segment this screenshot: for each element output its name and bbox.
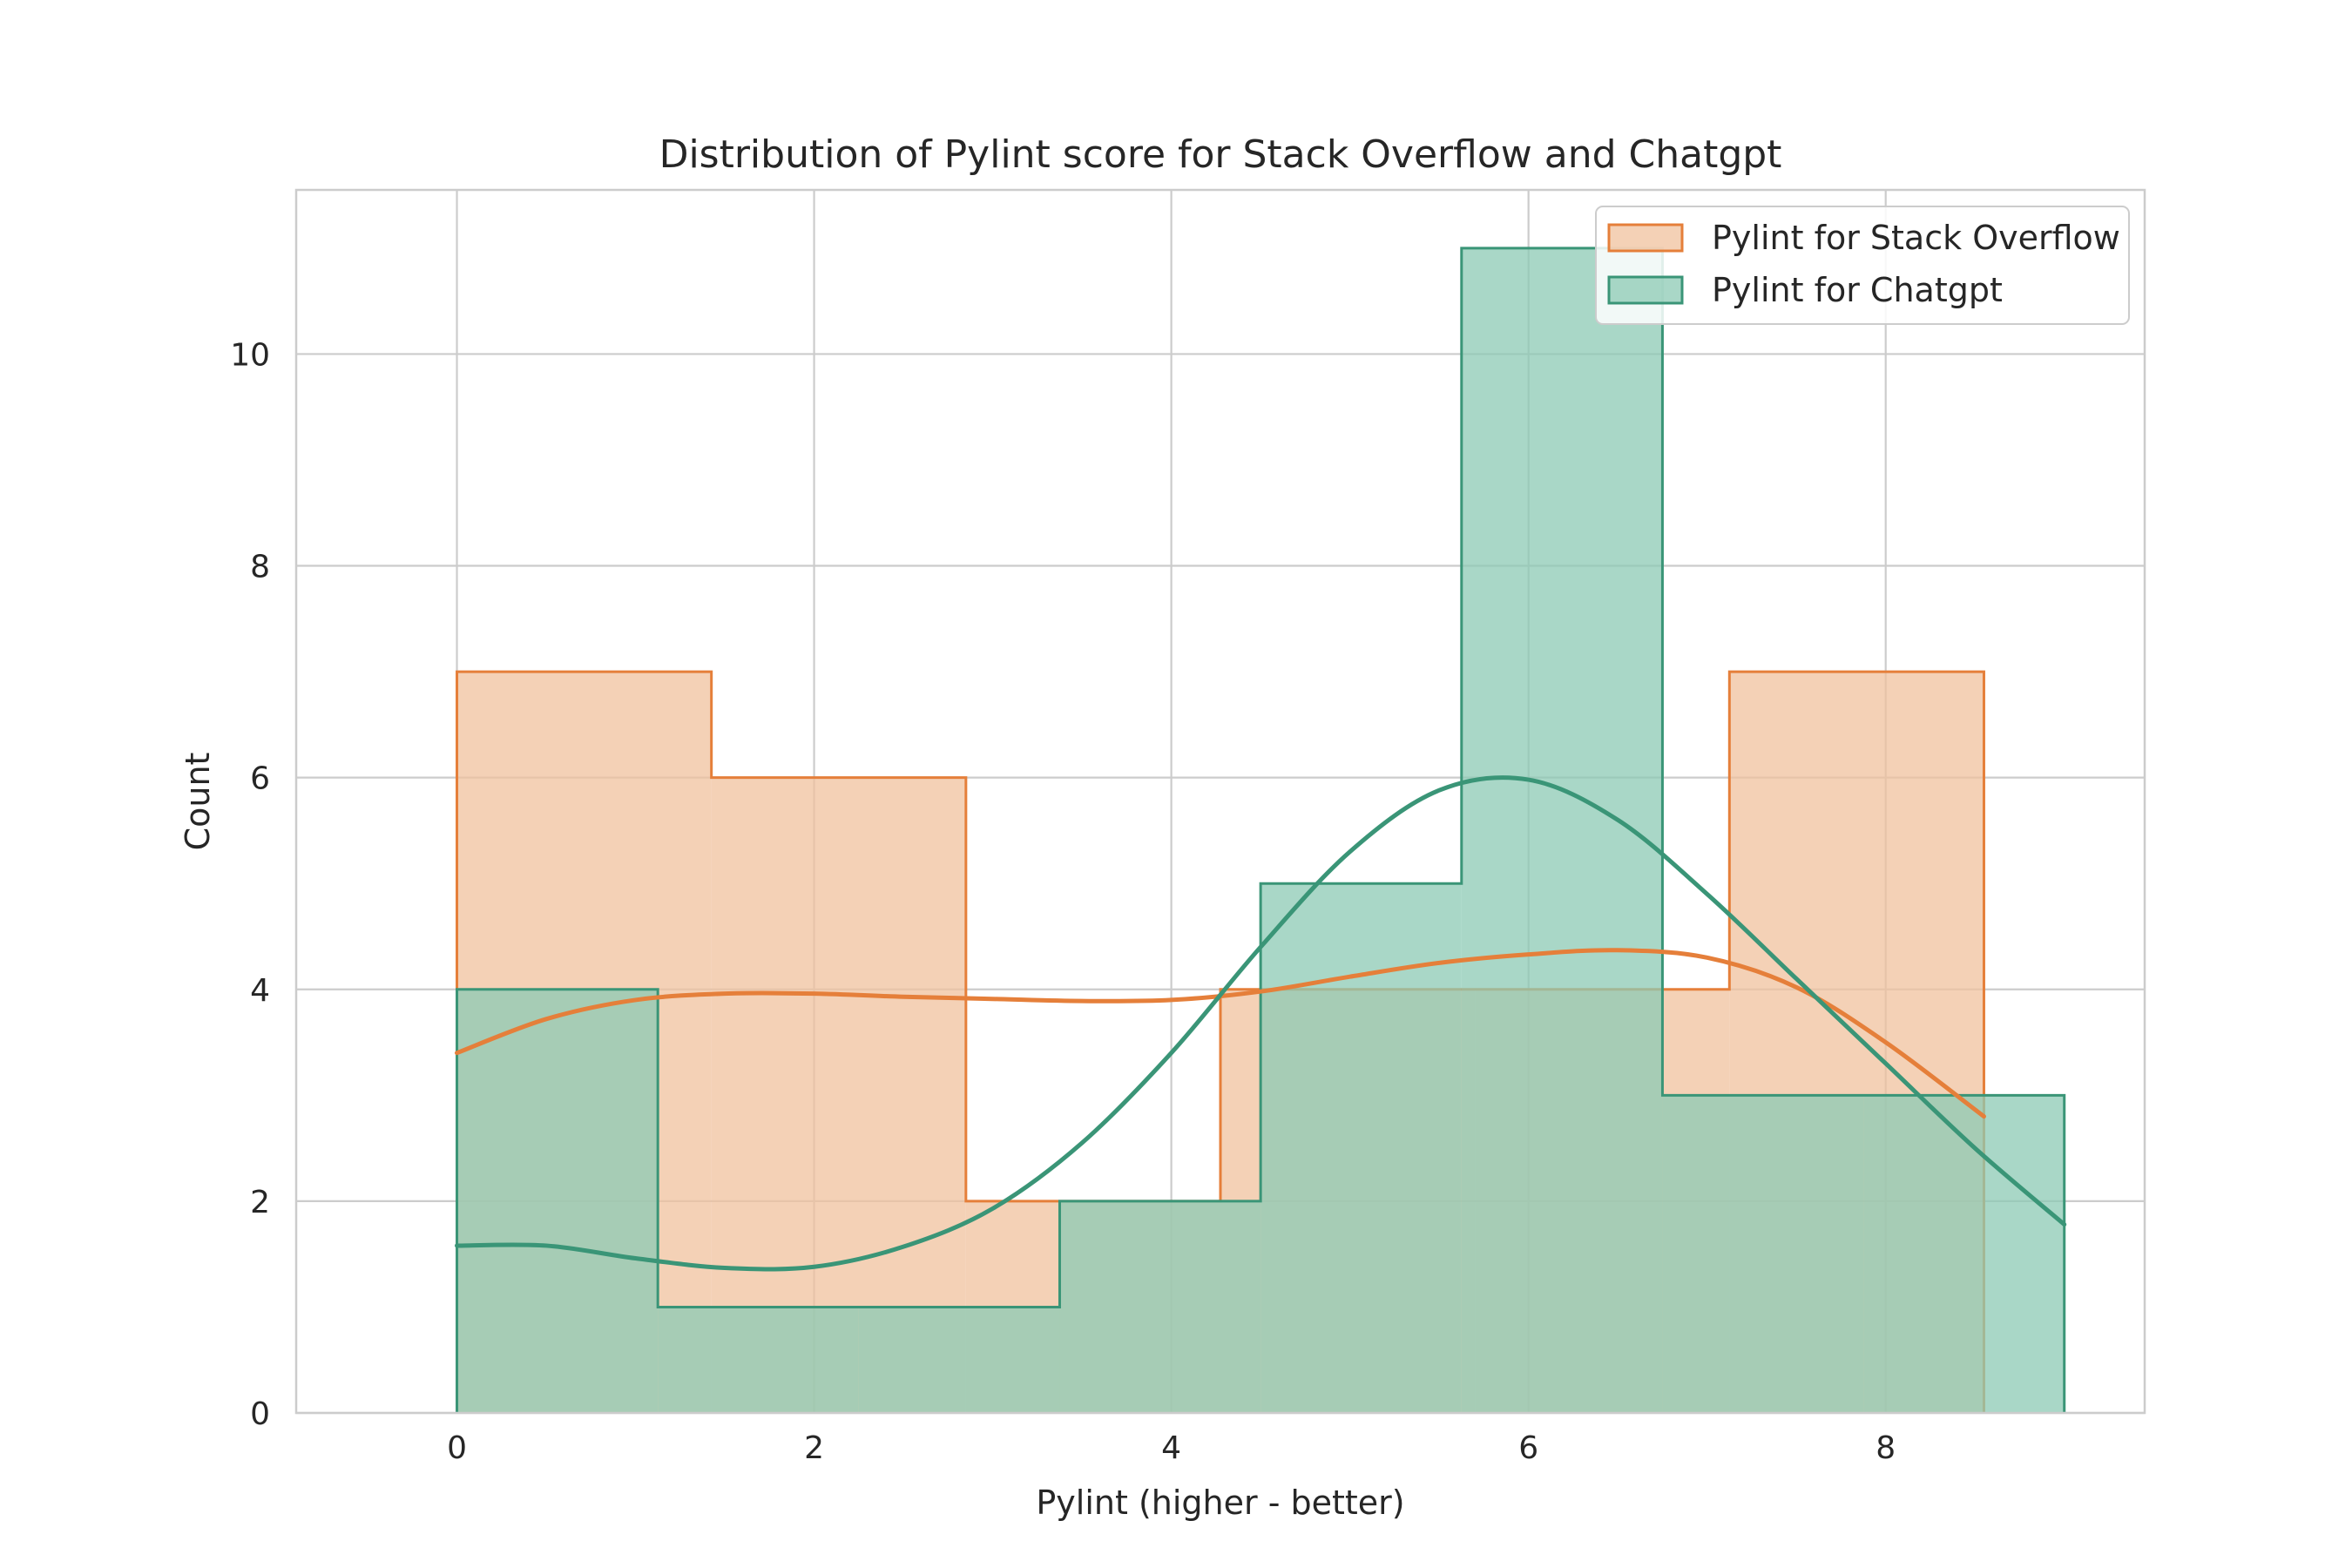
x-tick-label: 4 bbox=[1161, 1430, 1181, 1466]
bar-chatgpt bbox=[1461, 247, 1663, 1413]
x-tick-label: 8 bbox=[1876, 1430, 1896, 1466]
y-tick-label: 8 bbox=[250, 550, 270, 585]
bar-chatgpt bbox=[658, 1307, 859, 1413]
y-tick-label: 0 bbox=[250, 1396, 270, 1432]
kde-curve-chatgpt bbox=[455, 775, 2067, 1272]
bar-chatgpt bbox=[1863, 1095, 2065, 1413]
y-tick-label: 2 bbox=[250, 1185, 270, 1220]
y-axis-label: Count bbox=[179, 753, 217, 851]
kde-curves bbox=[455, 775, 2067, 1272]
legend-label-chatgpt: Pylint for Chatgpt bbox=[1712, 271, 2003, 309]
y-tick-label: 6 bbox=[250, 761, 270, 797]
x-tick-label: 2 bbox=[804, 1430, 824, 1466]
bar-chatgpt bbox=[1662, 1095, 1864, 1413]
bar-chatgpt bbox=[1260, 883, 1462, 1413]
legend: Pylint for Stack Overflow Pylint for Cha… bbox=[1595, 206, 2130, 325]
bar-chatgpt bbox=[1059, 1200, 1261, 1413]
x-tick-labels: 0 2 4 6 8 bbox=[447, 1430, 1896, 1466]
x-tick-label: 0 bbox=[447, 1430, 467, 1466]
x-tick-label: 6 bbox=[1518, 1430, 1538, 1466]
bar-chatgpt bbox=[858, 1307, 1060, 1413]
step-outline-chatgpt bbox=[456, 247, 2066, 1413]
legend-label-stack-overflow: Pylint for Stack Overflow bbox=[1712, 219, 2120, 257]
histogram-chatgpt bbox=[456, 247, 2066, 1413]
x-axis-label: Pylint (higher - better) bbox=[1036, 1484, 1404, 1522]
legend-swatch-chatgpt bbox=[1607, 275, 1684, 305]
y-tick-label: 4 bbox=[250, 973, 270, 1009]
histogram-bars bbox=[456, 247, 2066, 1413]
plot-frame bbox=[294, 188, 2146, 1415]
legend-swatch-stack-overflow bbox=[1607, 223, 1684, 253]
y-tick-labels: 0 2 4 6 8 10 bbox=[230, 337, 270, 1432]
chart-title: Distribution of Pylint score for Stack O… bbox=[659, 132, 1782, 177]
legend-box bbox=[1595, 206, 2130, 325]
y-tick-label: 10 bbox=[230, 337, 270, 373]
bar-chatgpt bbox=[456, 989, 659, 1413]
